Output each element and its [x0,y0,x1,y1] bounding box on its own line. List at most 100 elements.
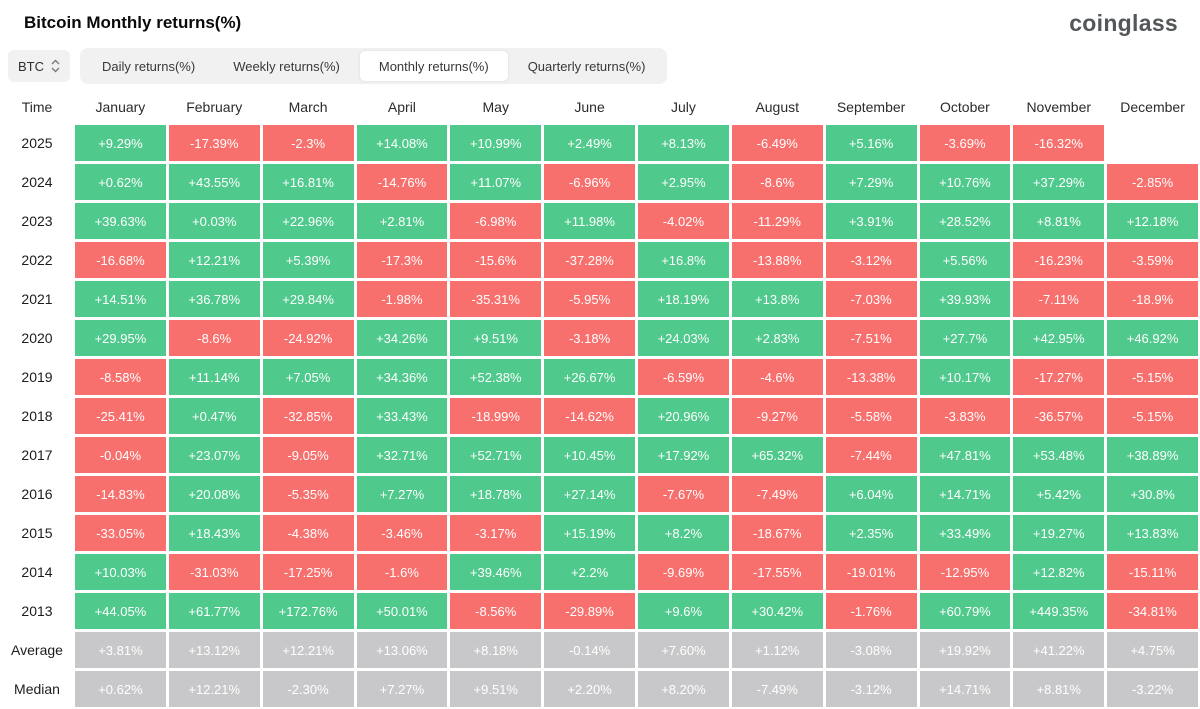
tab-daily[interactable]: Daily returns(%) [102,58,196,74]
return-cell: -18.9% [1107,281,1198,317]
return-cell: +53.48% [1013,437,1105,473]
return-cell: +60.79% [919,593,1011,629]
return-cell: -36.57% [1013,398,1105,434]
return-cell: +8.2% [638,515,729,551]
return-cell: -5.15% [1107,398,1198,434]
return-cell: -25.41% [75,398,166,434]
return-cell: +33.49% [919,515,1011,551]
return-cell: +24.03% [638,320,729,356]
returns-period-tabs: Daily returns(%) Weekly returns(%) Monthly… [80,48,668,84]
return-cell: +41.22% [1013,632,1105,668]
return-cell: -0.14% [544,632,635,668]
return-cell: -14.62% [544,398,635,434]
return-cell: -7.51% [825,320,917,356]
return-cell: -0.04% [75,437,166,473]
return-cell: +8.81% [1013,671,1105,707]
return-cell: -12.95% [919,554,1011,590]
return-cell: +3.81% [75,632,166,668]
return-cell: +29.95% [75,320,166,356]
return-cell: +8.13% [638,125,729,161]
return-cell: +52.71% [450,437,542,473]
return-cell: +65.32% [731,437,823,473]
return-cell: +20.96% [638,398,729,434]
return-cell: +12.18% [1107,203,1198,239]
symbol-select[interactable]: BTC [8,50,70,82]
return-cell: -2.85% [1107,164,1198,200]
return-cell: +10.45% [544,437,635,473]
return-cell: -35.31% [450,281,542,317]
return-cell: -6.49% [731,125,823,161]
return-cell: -9.05% [262,437,354,473]
return-cell: +18.19% [638,281,729,317]
return-cell: +12.21% [262,632,354,668]
coinglass-logo: coinglass [1069,9,1178,36]
return-cell: +2.83% [731,320,823,356]
return-cell: +1.12% [731,632,823,668]
return-cell: +0.62% [75,164,166,200]
return-cell: -3.17% [450,515,542,551]
row-label: 2019 [21,369,53,385]
return-cell: -16.23% [1013,242,1105,278]
return-cell: +43.55% [168,164,260,200]
return-cell: +2.95% [638,164,729,200]
row-label: 2013 [21,603,53,619]
return-cell: +2.49% [544,125,635,161]
return-cell: -17.25% [262,554,354,590]
return-cell: -18.67% [731,515,823,551]
return-cell: +10.17% [919,359,1011,395]
returns-table: Time January February March April May June July… [0,90,1200,709]
return-cell: +44.05% [75,593,166,629]
return-cell: +0.03% [168,203,260,239]
column-header-month: February [186,99,243,115]
return-cell: +9.51% [450,671,542,707]
return-cell: +34.26% [356,320,448,356]
return-cell: -1.98% [356,281,448,317]
return-cell: -9.27% [731,398,823,434]
return-cell: -7.03% [825,281,917,317]
return-cell: -8.6% [731,164,823,200]
return-cell: +33.43% [356,398,448,434]
return-cell: -3.18% [544,320,635,356]
column-header-month: December [1120,99,1185,115]
return-cell: +15.19% [544,515,635,551]
return-cell: +37.29% [1013,164,1105,200]
return-cell: +2.35% [825,515,917,551]
return-cell: -1.76% [825,593,917,629]
row-label: 2018 [21,408,53,424]
return-cell: -17.27% [1013,359,1105,395]
return-cell: -33.05% [75,515,166,551]
return-cell: +5.56% [919,242,1011,278]
tab-weekly[interactable]: Weekly returns(%) [233,58,340,74]
return-cell: +14.71% [919,671,1011,707]
return-cell: -8.6% [168,320,260,356]
return-cell: -16.68% [75,242,166,278]
return-cell: -2.30% [262,671,354,707]
return-cell: +12.21% [168,242,260,278]
return-cell: -14.83% [75,476,166,512]
return-cell: +9.51% [450,320,542,356]
return-cell: +42.95% [1013,320,1105,356]
return-cell: +16.81% [262,164,354,200]
tab-monthly[interactable]: Monthly returns(%) [358,50,509,82]
return-cell: -4.6% [731,359,823,395]
return-cell: +11.14% [168,359,260,395]
return-cell: +8.81% [1013,203,1105,239]
column-header-month: July [670,99,696,115]
return-cell: -4.02% [638,203,729,239]
return-cell: +7.60% [638,632,729,668]
return-cell: -13.88% [731,242,823,278]
return-cell: -2.3% [262,125,354,161]
return-cell: +39.46% [450,554,542,590]
return-cell: +7.27% [356,476,448,512]
return-cell: -15.6% [450,242,542,278]
return-cell: -6.59% [638,359,729,395]
row-label: 2014 [21,564,53,580]
tab-quarterly[interactable]: Quarterly returns(%) [527,58,646,74]
return-cell: +8.18% [450,632,542,668]
return-cell: +26.67% [544,359,635,395]
return-cell: +47.81% [919,437,1011,473]
return-cell: -31.03% [168,554,260,590]
return-cell: -6.96% [544,164,635,200]
return-cell: +50.01% [356,593,448,629]
return-cell: +16.8% [638,242,729,278]
